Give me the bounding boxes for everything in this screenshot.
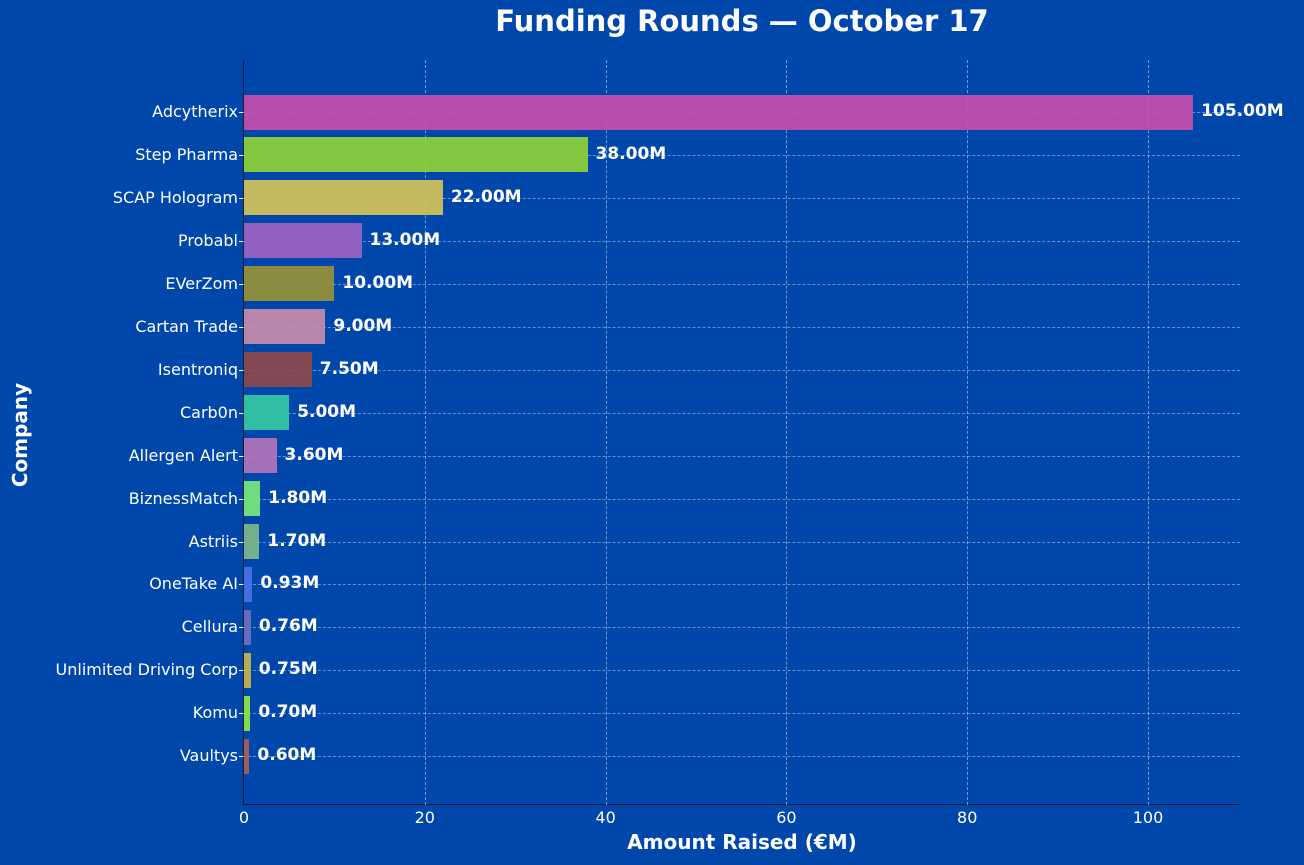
x-tick-label: 80 xyxy=(957,808,978,827)
y-tick-mark xyxy=(239,369,243,371)
y-gridline xyxy=(243,154,1240,156)
bar[interactable] xyxy=(244,395,290,431)
y-gridline xyxy=(243,498,1240,500)
bar-value-label: 38.00M xyxy=(595,143,667,164)
y-tick-label: Astriis xyxy=(188,531,238,551)
bar[interactable] xyxy=(244,738,250,774)
y-tick-mark xyxy=(239,283,243,285)
x-gridline xyxy=(967,60,969,805)
bar[interactable] xyxy=(244,438,277,474)
bar[interactable] xyxy=(244,524,260,559)
y-tick-label: Carb0n xyxy=(179,402,238,422)
x-axis-label: Amount Raised (€M) xyxy=(627,830,857,854)
bar[interactable] xyxy=(244,566,253,602)
y-gridline xyxy=(243,455,1240,457)
y-tick-mark xyxy=(239,326,243,328)
y-tick-label: Cartan Trade xyxy=(135,316,238,336)
y-gridline xyxy=(243,326,1240,328)
x-tick-label: 0 xyxy=(238,808,250,827)
x-axis-line xyxy=(243,804,1240,805)
x-tick-label: 20 xyxy=(414,808,435,827)
y-tick-label: Cellura xyxy=(181,617,238,637)
y-tick-mark xyxy=(239,197,243,199)
bar[interactable] xyxy=(244,609,251,645)
y-tick-mark xyxy=(239,627,243,629)
y-tick-mark xyxy=(239,240,243,242)
bar[interactable] xyxy=(244,266,335,302)
y-gridline xyxy=(243,197,1240,199)
y-gridline xyxy=(243,670,1240,672)
bar-value-label: 105.00M xyxy=(1201,101,1284,121)
y-gridline xyxy=(243,584,1240,586)
y-tick-label: Komu xyxy=(192,703,238,723)
x-gridline xyxy=(605,60,607,805)
bar[interactable] xyxy=(244,695,251,731)
y-tick-label: Probabl xyxy=(178,230,238,250)
y-tick-mark xyxy=(239,498,243,500)
y-tick-mark xyxy=(239,455,243,457)
bar-value-label: 0.70M xyxy=(258,702,318,723)
bar-value-label: 0.76M xyxy=(258,616,318,637)
y-tick-label: EVerZom xyxy=(165,273,238,293)
y-tick-mark xyxy=(239,713,243,715)
y-tick-label: SCAP Hologram xyxy=(112,187,238,207)
x-gridline xyxy=(1148,60,1149,805)
y-gridline xyxy=(243,369,1240,371)
bar[interactable] xyxy=(244,137,588,173)
y-tick-mark xyxy=(239,584,243,586)
x-tick-label: 40 xyxy=(595,808,616,827)
bar[interactable] xyxy=(244,94,1194,130)
bar[interactable] xyxy=(244,481,261,517)
bar-value-label: 0.75M xyxy=(258,659,318,680)
y-gridline xyxy=(243,627,1240,629)
bar-value-label: 13.00M xyxy=(369,229,441,250)
bar[interactable] xyxy=(244,223,362,259)
y-tick-mark xyxy=(239,756,243,758)
y-axis-label: Company xyxy=(8,382,32,488)
y-tick-label: Step Pharma xyxy=(135,144,238,164)
y-gridline xyxy=(243,541,1240,543)
bar-value-label: 0.60M xyxy=(257,745,317,766)
bar[interactable] xyxy=(244,180,443,216)
y-tick-label: Adcytherix xyxy=(152,102,238,121)
bar-value-label: 1.80M xyxy=(268,487,328,508)
y-gridline xyxy=(243,412,1240,414)
bar-value-label: 5.00M xyxy=(297,401,357,422)
y-tick-label: BiznessMatch xyxy=(128,488,238,508)
x-tick-label: 100 xyxy=(1132,808,1164,827)
y-tick-mark xyxy=(239,541,243,543)
bar-value-label: 10.00M xyxy=(342,272,414,293)
y-tick-mark xyxy=(239,412,243,414)
y-gridline xyxy=(243,283,1240,285)
y-axis-line xyxy=(243,60,244,805)
y-tick-mark xyxy=(239,154,243,156)
y-tick-label: Allergen Alert xyxy=(128,445,238,465)
y-tick-label: Vaultys xyxy=(179,746,238,766)
bar-value-label: 7.50M xyxy=(319,358,379,379)
y-gridline xyxy=(243,713,1240,715)
bar-value-label: 9.00M xyxy=(333,315,393,336)
x-gridline xyxy=(424,60,426,805)
bar[interactable] xyxy=(244,652,251,688)
bar[interactable] xyxy=(244,352,312,388)
y-tick-label: OneTake AI xyxy=(149,574,238,594)
chart-title: Funding Rounds — October 17 xyxy=(495,4,989,38)
y-gridline xyxy=(243,240,1240,242)
x-gridline xyxy=(786,60,788,805)
plot-area: 105.00M 38.00M 22.00M 13.00M 10.00M 9.00M 7.50… xyxy=(243,60,1284,805)
bar[interactable] xyxy=(244,309,326,345)
x-tick-label: 60 xyxy=(776,808,797,827)
y-tick-label: Isentroniq xyxy=(157,359,238,379)
bar-value-label: 22.00M xyxy=(450,186,522,207)
y-tick-mark xyxy=(239,670,243,672)
y-gridline xyxy=(243,756,1240,758)
bar-value-label: 0.93M xyxy=(260,573,320,594)
y-tick-label: Unlimited Driving Corp xyxy=(55,660,238,680)
y-tick-mark xyxy=(239,112,243,113)
bar-value-label: 1.70M xyxy=(267,530,327,551)
bar-value-label: 3.60M xyxy=(284,444,344,465)
